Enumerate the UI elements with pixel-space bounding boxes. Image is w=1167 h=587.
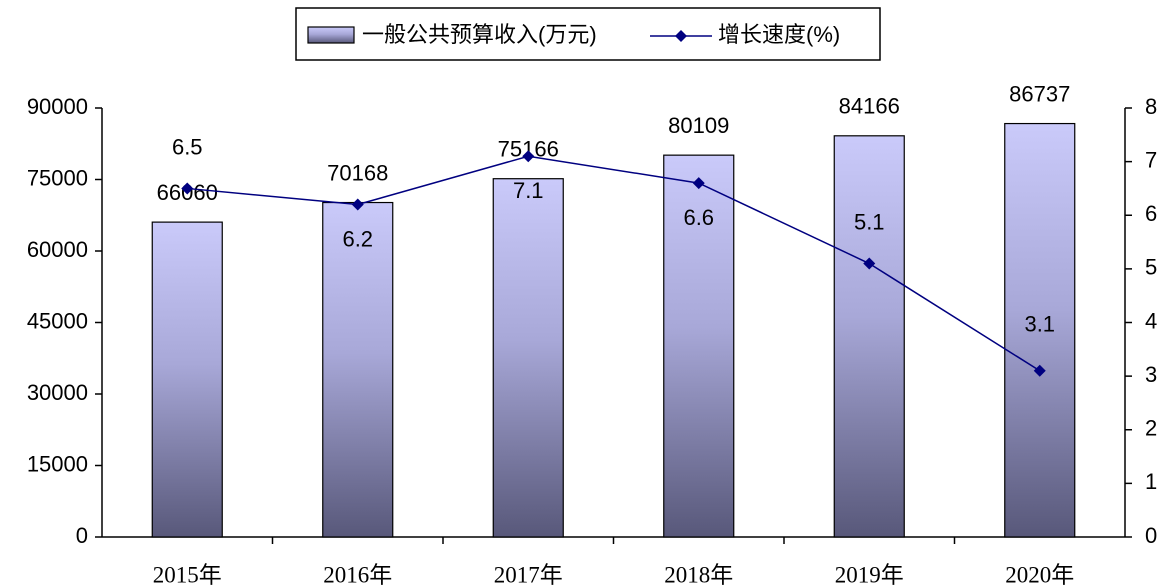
bar [1004,122,1076,538]
y-tick-label: 90000 [27,94,88,119]
bar [663,154,735,538]
y-tick-label: 15000 [27,451,88,476]
y2-tick-label: 5 [1145,255,1157,280]
line-value-label: 5.1 [854,209,885,234]
y2-tick-label: 8 [1145,94,1157,119]
legend-swatch [307,26,355,44]
legend-label: 一般公共预算收入(万元) [362,22,597,47]
bar [492,178,564,538]
line-value-label: 6.6 [683,205,714,230]
legend-box [295,7,881,61]
line-marker [351,198,364,211]
line-marker [692,177,705,190]
x-tick-label: 2016年 [323,562,392,587]
y2-tick-label: 6 [1145,201,1157,226]
line-value-label: 6.2 [342,226,373,251]
x-tick-label: 2017年 [494,562,563,587]
x-tick-label: 2018年 [664,562,733,587]
bar-value-label: 86737 [1009,81,1070,106]
y2-tick-label: 0 [1145,523,1157,548]
line-marker [1033,364,1046,377]
x-tick-label: 2015年 [153,562,222,587]
line [187,155,1041,372]
bar-value-label: 70168 [327,160,388,185]
line-marker [522,150,535,163]
bar-value-label: 80109 [668,113,729,138]
y-tick-label: 45000 [27,308,88,333]
line-value-label: 7.1 [513,178,544,203]
legend-label: 增长速度(%) [718,22,840,47]
bar [322,201,394,538]
y-tick-label: 60000 [27,237,88,262]
y2-tick-label: 4 [1145,308,1157,333]
bar [833,135,905,538]
bar [151,221,223,538]
y2-tick-label: 1 [1145,469,1157,494]
y-tick-label: 75000 [27,165,88,190]
line-marker [181,182,194,195]
line-value-label: 6.5 [172,134,203,159]
x-tick-label: 2020年 [1005,562,1074,587]
x-tick-label: 2019年 [835,562,904,587]
y2-tick-label: 2 [1145,416,1157,441]
y-tick-label: 0 [76,523,88,548]
y2-tick-label: 7 [1145,147,1157,172]
line-value-label: 3.1 [1024,312,1055,337]
line-marker [863,257,876,270]
legend-marker [675,30,687,42]
y2-tick-label: 3 [1145,362,1157,387]
y-tick-label: 30000 [27,380,88,405]
bar-value-label: 84166 [839,94,900,119]
